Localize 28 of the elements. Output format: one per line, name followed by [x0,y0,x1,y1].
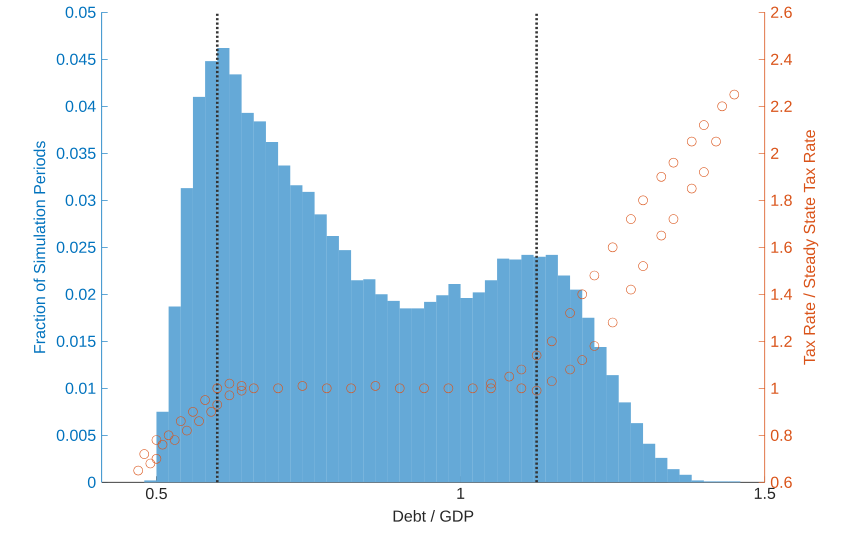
y-tick-label: 0 [88,476,96,488]
y2-axis-title: Tax Rate / Steady State Tax Rate [803,130,818,365]
y-axis-title: Fraction of Simulation Periods [34,141,46,353]
y2-tick-label: 0.6 [770,476,792,488]
y-tick-label: 0.005 [56,430,96,441]
y-tick-label: 0.025 [56,242,96,253]
y2-tick-label: 2 [771,148,778,159]
y-tick-label: 0.015 [56,336,96,347]
y2-tick-label: 1.8 [771,194,792,206]
y-tick-label: 0.035 [56,148,96,159]
y2-tick-label: 2.6 [771,6,792,18]
y-tick-label: 0.05 [66,6,96,18]
y-tick-label: 0.02 [66,288,96,300]
y2-tick-label: 2.4 [771,54,792,65]
y-tick-label: 0.01 [66,382,96,394]
y2-tick-label: 1.6 [771,242,792,253]
y-tick-label: 0.045 [56,54,96,65]
y2-tick-label: 1.4 [771,288,792,300]
x-axis-title: Debt / GDP [394,510,474,522]
y2-tick-label: 1 [771,382,778,394]
x-tick-label: 1.5 [754,488,776,499]
y-tick-label: 0.03 [66,194,96,206]
y2-tick-label: 1.2 [771,336,792,347]
x-tick-label: 0.5 [146,488,167,500]
y2-tick-label: 2.2 [771,100,792,112]
x-tick-label: 1 [457,488,464,499]
y-tick-label: 0.04 [66,100,96,112]
y2-tick-label: 0.8 [770,430,792,441]
